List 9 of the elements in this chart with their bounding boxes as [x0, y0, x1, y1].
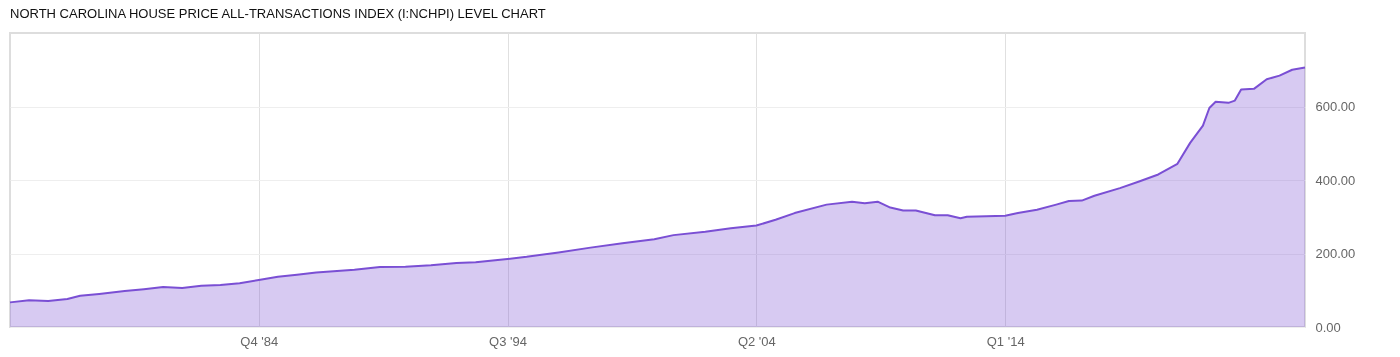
x-tick-label: Q2 '04 — [737, 333, 776, 349]
x-tick-label: Q4 '84 — [240, 333, 279, 349]
y-tick-label: 0.00 — [1315, 319, 1341, 335]
y-tick-label: 600.00 — [1315, 99, 1356, 114]
x-tick-label: Q1 '14 — [986, 333, 1025, 349]
y-tick-label: 400.00 — [1315, 172, 1356, 188]
x-tick-label: Q3 '94 — [489, 333, 527, 349]
chart-title: NORTH CAROLINA HOUSE PRICE ALL-TRANSACTIONS INDEX (I:NCHPI) LEVEL CHART — [10, 6, 546, 21]
y-tick-label: 200.00 — [1315, 246, 1356, 261]
